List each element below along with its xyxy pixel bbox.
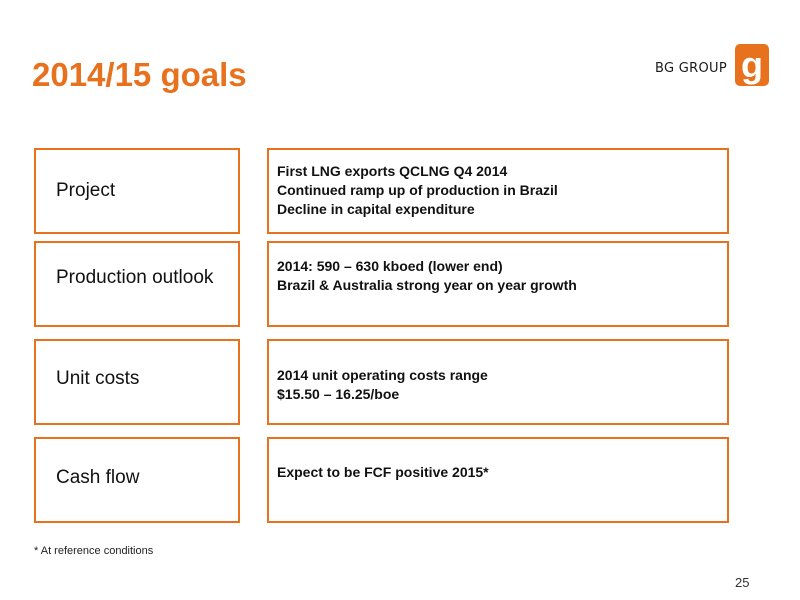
detail-line: Decline in capital expenditure bbox=[277, 201, 475, 217]
slide-title: 2014/15 goals bbox=[32, 56, 247, 93]
detail-line: Continued ramp up of production in Brazi… bbox=[277, 182, 558, 198]
row-detail-box-cash-flow: Expect to be FCF positive 2015* bbox=[267, 437, 729, 523]
row-detail: First LNG exports QCLNG Q4 2014 Continue… bbox=[277, 162, 558, 219]
row-label: Cash flow bbox=[56, 467, 140, 488]
row-label-box-production-outlook: Production outlook bbox=[34, 241, 240, 327]
row-label-box-cash-flow: Cash flow bbox=[34, 437, 240, 523]
row-detail-box-unit-costs: 2014 unit operating costs range $15.50 –… bbox=[267, 339, 729, 425]
detail-line: First LNG exports QCLNG Q4 2014 bbox=[277, 163, 508, 179]
detail-line: $15.50 – 16.25/boe bbox=[277, 386, 400, 402]
page-number: 25 bbox=[735, 575, 750, 590]
detail-line: Brazil & Australia strong year on year g… bbox=[277, 277, 577, 293]
footnote: * At reference conditions bbox=[34, 545, 154, 557]
row-label-box-project: Project bbox=[34, 148, 240, 234]
row-detail-box-production-outlook: 2014: 590 – 630 kboed (lower end) Brazil… bbox=[267, 241, 729, 327]
row-detail: 2014: 590 – 630 kboed (lower end) Brazil… bbox=[277, 257, 577, 295]
bg-logo-icon: g bbox=[735, 44, 769, 86]
row-label-box-unit-costs: Unit costs bbox=[34, 339, 240, 425]
detail-line: Expect to be FCF positive 2015* bbox=[277, 464, 489, 480]
brand-name: BG GROUP bbox=[655, 61, 727, 76]
detail-line: 2014: 590 – 630 kboed (lower end) bbox=[277, 258, 503, 274]
row-label: Production outlook bbox=[56, 267, 214, 288]
row-detail-box-project: First LNG exports QCLNG Q4 2014 Continue… bbox=[267, 148, 729, 234]
row-label: Project bbox=[56, 180, 116, 201]
svg-text:g: g bbox=[741, 44, 763, 85]
row-detail: Expect to be FCF positive 2015* bbox=[277, 463, 489, 482]
row-detail: 2014 unit operating costs range $15.50 –… bbox=[277, 366, 488, 404]
detail-line: 2014 unit operating costs range bbox=[277, 367, 488, 383]
row-label: Unit costs bbox=[56, 368, 140, 389]
